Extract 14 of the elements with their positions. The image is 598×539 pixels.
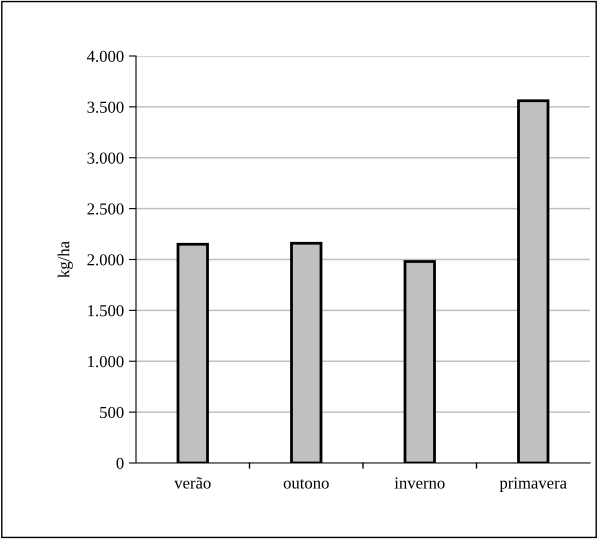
y-tick-label: 4.000 [87, 50, 124, 62]
y-tick-label: 0 [116, 458, 124, 469]
y-tick-label: 500 [100, 406, 124, 418]
y-tick-label: 3.500 [87, 102, 124, 113]
x-tick-label: primavera [500, 477, 567, 492]
y-tick-label: 1.000 [88, 356, 124, 368]
y-tick-label: 2.000 [87, 254, 124, 266]
y-tick-label: 2.500 [87, 203, 124, 215]
y-tick-label: 1.500 [88, 305, 124, 316]
y-tick-label: 3.000 [87, 152, 124, 164]
y-axis-title: kg/ha [58, 241, 73, 278]
x-tick-label: outono [284, 479, 329, 489]
x-tick-label: inverno [394, 477, 445, 489]
x-tick-label: verão [174, 477, 211, 489]
